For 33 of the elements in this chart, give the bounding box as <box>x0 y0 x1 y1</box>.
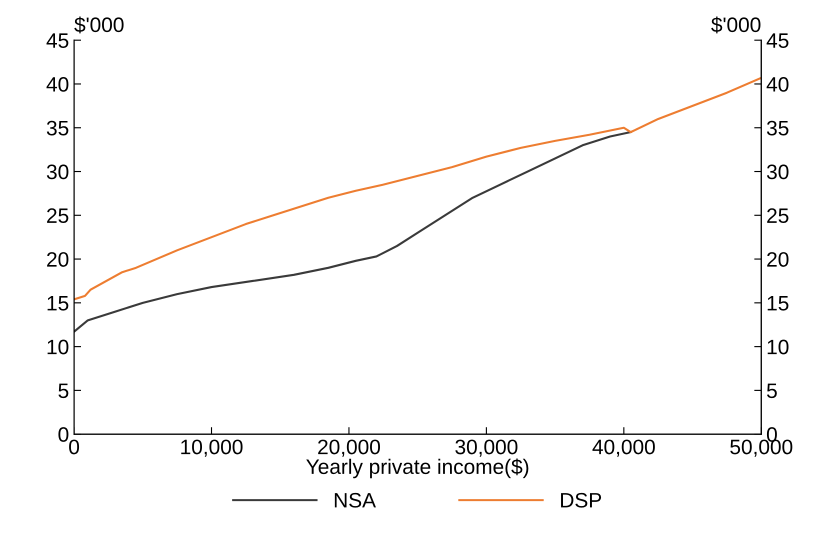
y-tick-label: 10 <box>48 340 68 354</box>
y-tick-label: 40 <box>46 76 68 92</box>
y-tick-label: 45 <box>46 33 68 48</box>
y-tick-label: 30 <box>46 164 68 180</box>
x-tick-label: 0 <box>69 440 80 454</box>
y2-tick-label: 35 <box>766 120 788 136</box>
y2-tick-label: 20 <box>767 252 788 267</box>
y-tick-label: 20 <box>47 252 68 267</box>
x-tick-label: 20,000 <box>318 440 380 457</box>
y-tick-label: 35 <box>46 120 68 136</box>
y2-tick-label: 15 <box>768 296 788 311</box>
legend-label: DSP <box>561 492 602 508</box>
y2-tick-label: 25 <box>767 208 788 224</box>
y2-tick-label: 40 <box>766 76 788 92</box>
line-series <box>74 76 762 300</box>
y-axis-title: $'000 <box>74 16 124 34</box>
x-tick-label: 30,000 <box>455 440 518 457</box>
x-tick-label: 10,000 <box>181 440 243 457</box>
y2-tick-label: 10 <box>768 340 788 354</box>
legend-label: NSA <box>334 492 376 508</box>
y-tick-label: 0 <box>58 427 68 442</box>
x-axis-title: Yearly private income($) <box>306 458 528 478</box>
y2-tick-label: 45 <box>766 33 788 48</box>
y2-tick-label: 0 <box>766 427 777 442</box>
y-tick-label: 15 <box>48 296 68 311</box>
x-tick-label: 50,000 <box>730 440 792 457</box>
y-tick-label: 25 <box>47 208 68 224</box>
x-tick-label: 40,000 <box>592 440 655 457</box>
y2-tick-label: 5 <box>766 384 777 398</box>
y-tick-label: 5 <box>58 384 68 398</box>
y2-axis-title: $'000 <box>711 16 760 34</box>
line-series <box>74 131 632 333</box>
y2-tick-label: 30 <box>766 164 788 180</box>
